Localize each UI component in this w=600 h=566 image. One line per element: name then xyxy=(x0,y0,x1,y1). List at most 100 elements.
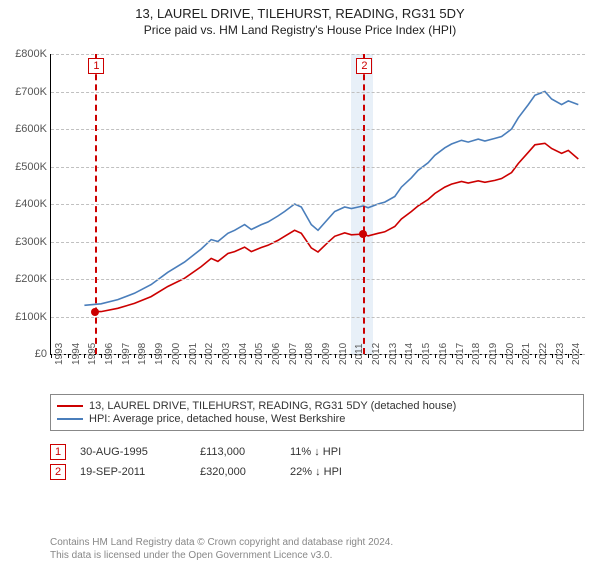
x-tick xyxy=(335,354,336,358)
x-axis-label: 1993 xyxy=(54,343,65,365)
sale-marker-number: 2 xyxy=(356,58,372,74)
sale-price: £113,000 xyxy=(200,446,290,458)
legend-item: 13, LAUREL DRIVE, TILEHURST, READING, RG… xyxy=(57,400,577,412)
x-axis-label: 2005 xyxy=(254,343,265,365)
x-axis-label: 1999 xyxy=(154,343,165,365)
x-tick xyxy=(485,354,486,358)
legend-swatch xyxy=(57,418,83,420)
x-axis-label: 1996 xyxy=(104,343,115,365)
x-tick xyxy=(151,354,152,358)
x-tick xyxy=(568,354,569,358)
sale-delta: 11% ↓ HPI xyxy=(290,446,341,458)
sale-marker-number: 1 xyxy=(88,58,104,74)
x-axis-label: 2019 xyxy=(488,343,499,365)
x-axis-label: 1994 xyxy=(71,343,82,365)
x-tick xyxy=(435,354,436,358)
sale-point xyxy=(91,308,99,316)
legend: 13, LAUREL DRIVE, TILEHURST, READING, RG… xyxy=(50,394,584,431)
x-tick xyxy=(418,354,419,358)
x-tick xyxy=(118,354,119,358)
legend-label: HPI: Average price, detached house, West… xyxy=(89,413,345,425)
x-tick xyxy=(351,354,352,358)
x-tick xyxy=(535,354,536,358)
x-axis-label: 2000 xyxy=(171,343,182,365)
gridline xyxy=(51,54,585,55)
chart-plot-area: £0£100K£200K£300K£400K£500K£600K£700K£80… xyxy=(50,54,585,355)
x-tick xyxy=(385,354,386,358)
gridline xyxy=(51,204,585,205)
x-tick xyxy=(452,354,453,358)
chart-title: 13, LAUREL DRIVE, TILEHURST, READING, RG… xyxy=(0,6,600,21)
y-axis-label: £600K xyxy=(3,123,47,135)
x-tick xyxy=(185,354,186,358)
x-axis-label: 2014 xyxy=(404,343,415,365)
x-axis-label: 2023 xyxy=(555,343,566,365)
x-axis-label: 2002 xyxy=(204,343,215,365)
x-tick xyxy=(134,354,135,358)
legend-swatch xyxy=(57,405,83,407)
y-axis-label: £100K xyxy=(3,311,47,323)
x-axis-label: 2024 xyxy=(571,343,582,365)
x-axis-label: 2003 xyxy=(221,343,232,365)
x-axis-label: 2018 xyxy=(471,343,482,365)
footer-line: Contains HM Land Registry data © Crown c… xyxy=(50,536,393,549)
gridline xyxy=(51,92,585,93)
x-tick xyxy=(518,354,519,358)
series-line xyxy=(84,92,578,306)
y-axis-label: £800K xyxy=(3,48,47,60)
x-axis-label: 1998 xyxy=(137,343,148,365)
sale-delta: 22% ↓ HPI xyxy=(290,466,342,478)
sales-table: 1 30-AUG-1995 £113,000 11% ↓ HPI 2 19-SE… xyxy=(50,440,584,484)
y-axis-label: £500K xyxy=(3,161,47,173)
footer-line: This data is licensed under the Open Gov… xyxy=(50,549,393,562)
x-tick xyxy=(368,354,369,358)
x-tick xyxy=(168,354,169,358)
x-tick xyxy=(235,354,236,358)
y-axis-label: £200K xyxy=(3,273,47,285)
x-axis-label: 2022 xyxy=(538,343,549,365)
x-tick xyxy=(285,354,286,358)
x-axis-label: 2020 xyxy=(505,343,516,365)
sale-date: 19-SEP-2011 xyxy=(80,466,200,478)
sale-marker-line xyxy=(363,54,365,354)
x-tick xyxy=(468,354,469,358)
x-axis-label: 2006 xyxy=(271,343,282,365)
x-tick xyxy=(552,354,553,358)
x-axis-label: 2007 xyxy=(288,343,299,365)
x-axis-label: 2012 xyxy=(371,343,382,365)
x-tick xyxy=(201,354,202,358)
x-tick xyxy=(502,354,503,358)
x-tick xyxy=(84,354,85,358)
legend-item: HPI: Average price, detached house, West… xyxy=(57,413,577,425)
gridline xyxy=(51,279,585,280)
x-tick xyxy=(401,354,402,358)
y-axis-label: £300K xyxy=(3,236,47,248)
x-tick xyxy=(218,354,219,358)
x-axis-label: 2013 xyxy=(388,343,399,365)
x-tick xyxy=(101,354,102,358)
sale-marker-box: 2 xyxy=(50,464,66,480)
x-axis-label: 2008 xyxy=(304,343,315,365)
y-axis-label: £0 xyxy=(3,348,47,360)
gridline xyxy=(51,167,585,168)
sale-price: £320,000 xyxy=(200,466,290,478)
legend-label: 13, LAUREL DRIVE, TILEHURST, READING, RG… xyxy=(89,400,456,412)
x-axis-label: 2015 xyxy=(421,343,432,365)
series-line xyxy=(95,143,578,311)
x-axis-label: 2009 xyxy=(321,343,332,365)
x-axis-label: 2021 xyxy=(521,343,532,365)
gridline xyxy=(51,242,585,243)
x-axis-label: 2010 xyxy=(338,343,349,365)
chart-subtitle: Price paid vs. HM Land Registry's House … xyxy=(0,23,600,37)
x-tick xyxy=(301,354,302,358)
gridline xyxy=(51,129,585,130)
sale-date: 30-AUG-1995 xyxy=(80,446,200,458)
y-axis-label: £700K xyxy=(3,86,47,98)
x-tick xyxy=(268,354,269,358)
x-axis-label: 2016 xyxy=(438,343,449,365)
x-axis-label: 2004 xyxy=(238,343,249,365)
x-tick xyxy=(318,354,319,358)
gridline xyxy=(51,317,585,318)
x-axis-label: 2001 xyxy=(188,343,199,365)
x-tick xyxy=(251,354,252,358)
